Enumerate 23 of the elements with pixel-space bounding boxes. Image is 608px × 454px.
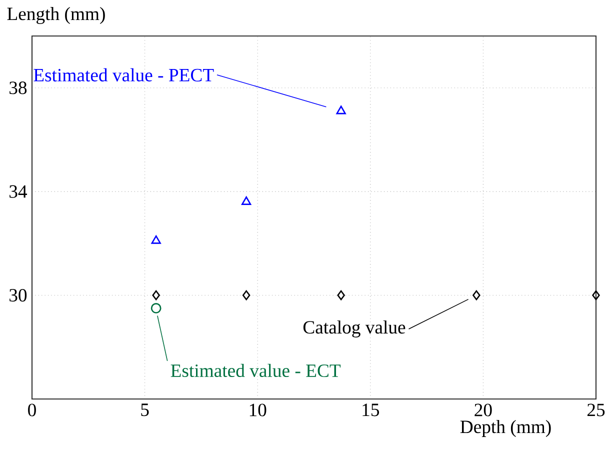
point <box>242 290 250 300</box>
x-axis-title: Depth (mm) <box>460 420 551 437</box>
point <box>152 290 160 300</box>
y-axis-title: Length (mm) <box>7 7 105 24</box>
point <box>472 290 480 300</box>
point <box>336 106 346 114</box>
text: Estimated value - PECT <box>34 68 214 82</box>
x-tick-label: 20 <box>474 404 492 416</box>
x-tick-label: 10 <box>250 404 266 416</box>
x-tick-label: 25 <box>587 404 605 416</box>
x-tick-label: 0 <box>28 404 36 416</box>
y-tick-label: 30 <box>10 288 27 302</box>
series-label: Catalog value <box>303 320 406 338</box>
point <box>150 303 162 314</box>
point <box>241 196 252 206</box>
text: Estimated value - ECT <box>170 364 341 378</box>
point <box>337 290 345 300</box>
y-tick-label: 38 <box>10 82 27 94</box>
x-tick-label: 5 <box>141 404 149 416</box>
point <box>592 290 600 300</box>
x-tick-label: 15 <box>362 404 380 416</box>
point <box>151 235 161 244</box>
y-tick-label: 34 <box>10 185 28 198</box>
